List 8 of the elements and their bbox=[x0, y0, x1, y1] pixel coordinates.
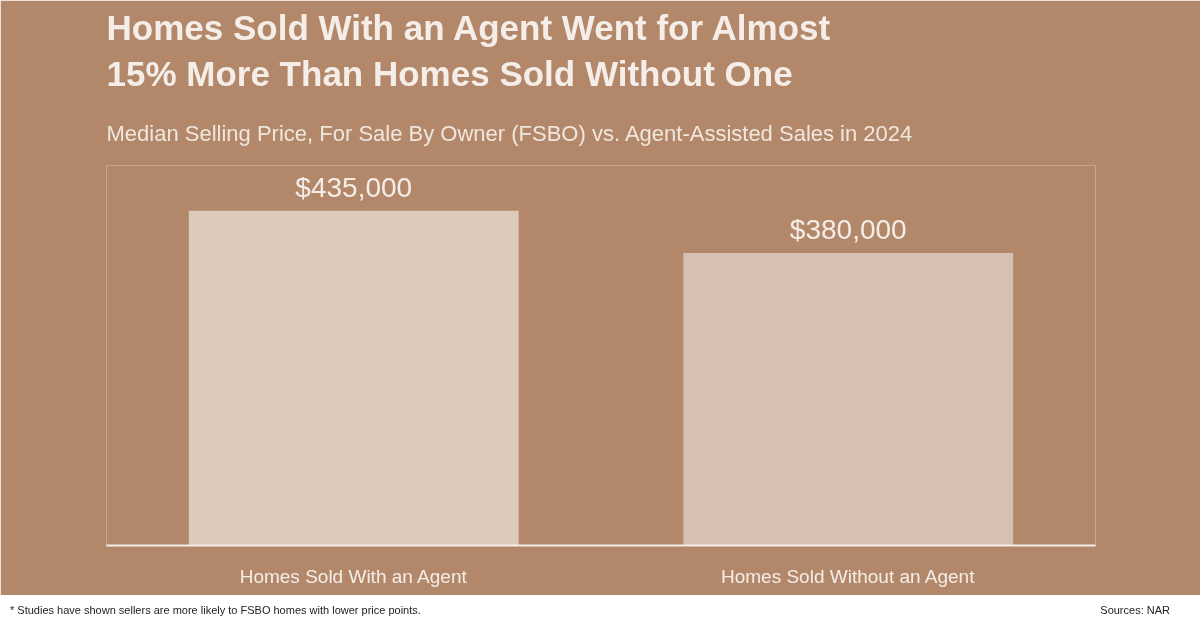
x-tick-label: Homes Sold With an Agent bbox=[239, 565, 468, 587]
chart-title: Homes Sold With an Agent Went for Almost 15% More Than Homes Sold Without One bbox=[106, 7, 831, 94]
chart-subtitle: Median Selling Price, For Sale By Owner (FSBO) vs. Agent-Assisted Sales in 2024 bbox=[106, 120, 913, 146]
data-label: $435,000 bbox=[295, 171, 413, 203]
x-tick-label: Homes Sold Without an Agent bbox=[720, 565, 976, 587]
text: * Studies have shown sellers are more likely to FSBO homes with lower price points. bbox=[10, 603, 421, 618]
data-label: $380,000 bbox=[789, 214, 907, 246]
source-note: Sources: NAR bbox=[1100, 603, 1170, 618]
